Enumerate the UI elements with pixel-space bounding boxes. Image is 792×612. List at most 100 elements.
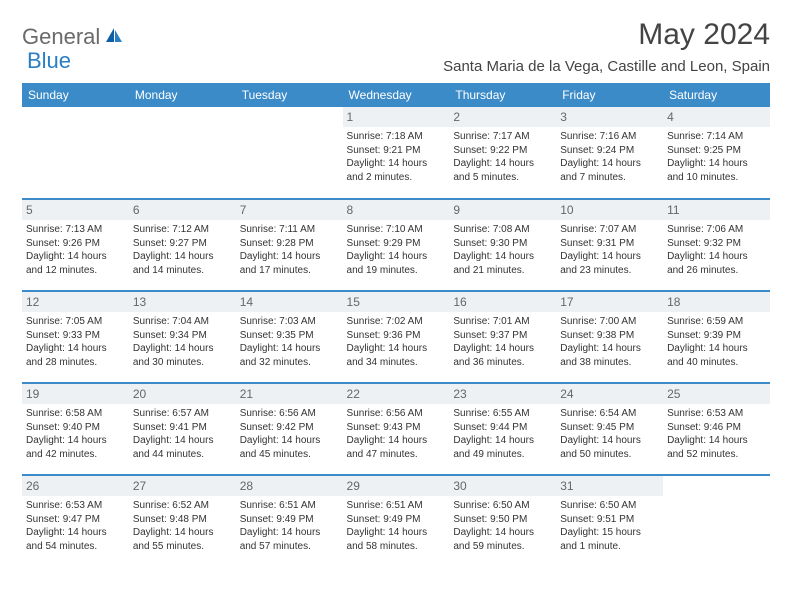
day-number: 24 <box>556 384 663 404</box>
day-number: 7 <box>236 200 343 220</box>
calendar-day-cell: 20Sunrise: 6:57 AMSunset: 9:41 PMDayligh… <box>129 383 236 475</box>
calendar-day-cell: 12Sunrise: 7:05 AMSunset: 9:33 PMDayligh… <box>22 291 129 383</box>
calendar-empty-cell <box>22 107 129 199</box>
day-number: 9 <box>449 200 556 220</box>
calendar-day-cell: 7 Sunrise: 7:11 AMSunset: 9:28 PMDaylight… <box>236 199 343 291</box>
calendar-week-row: 26 Sunrise: 6:53 AMSunset: 9:47 PMDayligh… <box>22 475 770 567</box>
calendar-day-cell: 21Sunrise: 6:56 AMSunset: 9:42 PMDayligh… <box>236 383 343 475</box>
day-info: Sunrise: 7:14 AMSunset: 9:25 PMDaylight:… <box>667 130 766 184</box>
calendar-day-cell: 5Sunrise: 7:13 AMSunset: 9:26 PMDaylight… <box>22 199 129 291</box>
day-info: Sunrise: 6:59 AMSunset: 9:39 PMDaylight:… <box>667 315 766 369</box>
brand-text-part1: General <box>22 24 100 50</box>
calendar-day-cell: 11Sunrise: 7:06 AMSunset: 9:32 PMDayligh… <box>663 199 770 291</box>
day-number: 26 <box>22 476 129 496</box>
day-info: Sunrise: 7:16 AMSunset: 9:24 PMDaylight:… <box>560 130 659 184</box>
calendar-week-row: 19 Sunrise: 6:58 AMSunset: 9:40 PMDayligh… <box>22 383 770 475</box>
day-number: 28 <box>236 476 343 496</box>
day-number: 31 <box>556 476 663 496</box>
calendar-day-cell: 14 Sunrise: 7:03 AMSunset: 9:35 PMDayligh… <box>236 291 343 383</box>
weekday-header: Friday <box>556 83 663 107</box>
day-number: 8 <box>343 200 450 220</box>
day-number: 30 <box>449 476 556 496</box>
day-info: Sunrise: 6:55 AMSunset: 9:44 PMDaylight:… <box>453 407 552 461</box>
calendar-day-cell: 1 Sunrise: 7:18 AMSunset: 9:21 PMDaylight… <box>343 107 450 199</box>
day-number: 16 <box>449 292 556 312</box>
calendar-day-cell: 25 Sunrise: 6:53 AMSunset: 9:46 PMDayligh… <box>663 383 770 475</box>
day-info: Sunrise: 7:02 AMSunset: 9:36 PMDaylight:… <box>347 315 446 369</box>
day-number: 1 <box>343 107 450 127</box>
day-number: 19 <box>22 384 129 404</box>
day-number: 6 <box>129 200 236 220</box>
day-number: 10 <box>556 200 663 220</box>
day-info: Sunrise: 6:50 AMSunset: 9:51 PMDaylight:… <box>560 499 659 553</box>
day-info: Sunrise: 7:12 AMSunset: 9:27 PMDaylight:… <box>133 223 232 277</box>
day-info: Sunrise: 6:54 AMSunset: 9:45 PMDaylight:… <box>560 407 659 461</box>
calendar-week-row: 1 Sunrise: 7:18 AMSunset: 9:21 PMDaylight… <box>22 107 770 199</box>
calendar-week-row: 5Sunrise: 7:13 AMSunset: 9:26 PMDaylight… <box>22 199 770 291</box>
day-info: Sunrise: 7:07 AMSunset: 9:31 PMDaylight:… <box>560 223 659 277</box>
day-info: Sunrise: 6:58 AMSunset: 9:40 PMDaylight:… <box>26 407 125 461</box>
day-number: 17 <box>556 292 663 312</box>
calendar-day-cell: 16Sunrise: 7:01 AMSunset: 9:37 PMDayligh… <box>449 291 556 383</box>
day-info: Sunrise: 7:11 AMSunset: 9:28 PMDaylight:… <box>240 223 339 277</box>
day-info: Sunrise: 7:08 AMSunset: 9:30 PMDaylight:… <box>453 223 552 277</box>
day-info: Sunrise: 6:56 AMSunset: 9:43 PMDaylight:… <box>347 407 446 461</box>
day-number: 2 <box>449 107 556 127</box>
day-info: Sunrise: 7:18 AMSunset: 9:21 PMDaylight:… <box>347 130 446 184</box>
calendar-day-cell: 2Sunrise: 7:17 AMSunset: 9:22 PMDaylight… <box>449 107 556 199</box>
day-info: Sunrise: 7:10 AMSunset: 9:29 PMDaylight:… <box>347 223 446 277</box>
day-info: Sunrise: 6:52 AMSunset: 9:48 PMDaylight:… <box>133 499 232 553</box>
day-number: 5 <box>22 200 129 220</box>
day-info: Sunrise: 6:53 AMSunset: 9:47 PMDaylight:… <box>26 499 125 553</box>
day-info: Sunrise: 7:03 AMSunset: 9:35 PMDaylight:… <box>240 315 339 369</box>
day-number: 18 <box>663 292 770 312</box>
calendar-day-cell: 28 Sunrise: 6:51 AMSunset: 9:49 PMDayligh… <box>236 475 343 567</box>
day-number: 15 <box>343 292 450 312</box>
calendar-day-cell: 27 Sunrise: 6:52 AMSunset: 9:48 PMDayligh… <box>129 475 236 567</box>
location-subtitle: Santa Maria de la Vega, Castille and Leo… <box>443 58 770 75</box>
calendar-day-cell: 4Sunrise: 7:14 AMSunset: 9:25 PMDaylight… <box>663 107 770 199</box>
day-info: Sunrise: 6:51 AMSunset: 9:49 PMDaylight:… <box>347 499 446 553</box>
page-header: General May 2024 Santa Maria de la Vega,… <box>22 18 770 81</box>
day-info: Sunrise: 6:51 AMSunset: 9:49 PMDaylight:… <box>240 499 339 553</box>
title-block: May 2024 Santa Maria de la Vega, Castill… <box>443 18 770 81</box>
calendar-day-cell: 29 Sunrise: 6:51 AMSunset: 9:49 PMDayligh… <box>343 475 450 567</box>
calendar-empty-cell <box>129 107 236 199</box>
calendar-day-cell: 10 Sunrise: 7:07 AMSunset: 9:31 PMDayligh… <box>556 199 663 291</box>
brand-logo: General <box>22 24 124 50</box>
calendar-day-cell: 24 Sunrise: 6:54 AMSunset: 9:45 PMDayligh… <box>556 383 663 475</box>
calendar-day-cell: 6 Sunrise: 7:12 AMSunset: 9:27 PMDaylight… <box>129 199 236 291</box>
calendar-day-cell: 19 Sunrise: 6:58 AMSunset: 9:40 PMDayligh… <box>22 383 129 475</box>
calendar-day-cell: 17 Sunrise: 7:00 AMSunset: 9:38 PMDayligh… <box>556 291 663 383</box>
day-info: Sunrise: 6:57 AMSunset: 9:41 PMDaylight:… <box>133 407 232 461</box>
day-number: 21 <box>236 384 343 404</box>
calendar-day-cell: 18 Sunrise: 6:59 AMSunset: 9:39 PMDayligh… <box>663 291 770 383</box>
day-number: 25 <box>663 384 770 404</box>
calendar-day-cell: 22Sunrise: 6:56 AMSunset: 9:43 PMDayligh… <box>343 383 450 475</box>
day-info: Sunrise: 7:05 AMSunset: 9:33 PMDaylight:… <box>26 315 125 369</box>
day-number: 29 <box>343 476 450 496</box>
calendar-table: SundayMondayTuesdayWednesdayThursdayFrid… <box>22 83 770 567</box>
calendar-day-cell: 31 Sunrise: 6:50 AMSunset: 9:51 PMDayligh… <box>556 475 663 567</box>
day-number: 23 <box>449 384 556 404</box>
brand-text-part2: Blue <box>27 48 71 74</box>
calendar-day-cell: 15 Sunrise: 7:02 AMSunset: 9:36 PMDayligh… <box>343 291 450 383</box>
day-info: Sunrise: 6:53 AMSunset: 9:46 PMDaylight:… <box>667 407 766 461</box>
calendar-day-cell: 26 Sunrise: 6:53 AMSunset: 9:47 PMDayligh… <box>22 475 129 567</box>
weekday-header-row: SundayMondayTuesdayWednesdayThursdayFrid… <box>22 83 770 107</box>
calendar-day-cell: 3 Sunrise: 7:16 AMSunset: 9:24 PMDaylight… <box>556 107 663 199</box>
day-number: 14 <box>236 292 343 312</box>
day-info: Sunrise: 7:00 AMSunset: 9:38 PMDaylight:… <box>560 315 659 369</box>
day-number: 11 <box>663 200 770 220</box>
sail-icon <box>104 24 124 50</box>
calendar-day-cell: 9 Sunrise: 7:08 AMSunset: 9:30 PMDaylight… <box>449 199 556 291</box>
calendar-day-cell: 8 Sunrise: 7:10 AMSunset: 9:29 PMDaylight… <box>343 199 450 291</box>
weekday-header: Saturday <box>663 83 770 107</box>
day-number: 27 <box>129 476 236 496</box>
calendar-empty-cell <box>663 475 770 567</box>
calendar-day-cell: 13Sunrise: 7:04 AMSunset: 9:34 PMDayligh… <box>129 291 236 383</box>
day-number: 3 <box>556 107 663 127</box>
calendar-week-row: 12Sunrise: 7:05 AMSunset: 9:33 PMDayligh… <box>22 291 770 383</box>
weekday-header: Monday <box>129 83 236 107</box>
day-info: Sunrise: 6:50 AMSunset: 9:50 PMDaylight:… <box>453 499 552 553</box>
